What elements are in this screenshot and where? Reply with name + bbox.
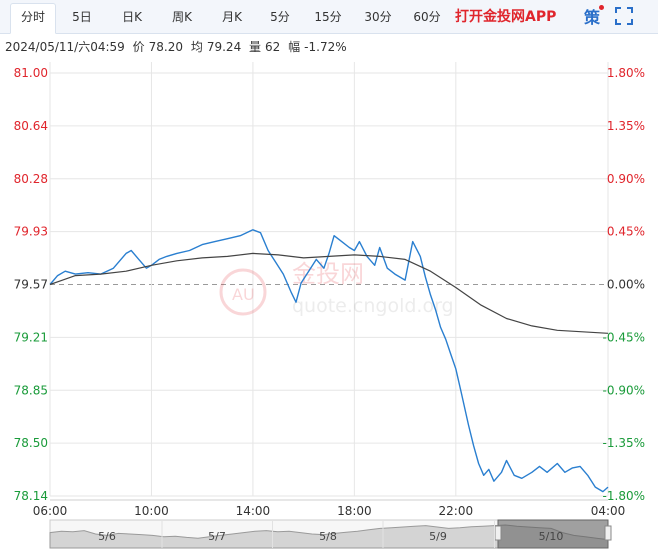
y-tick-left-label: 80.28 [14,172,48,186]
watermark-logo-icon [219,268,267,316]
y-tick-right-label: -0.45% [603,330,645,344]
y-tick-right-label: 1.80% [607,66,645,80]
y-tick-left-label: 78.85 [14,383,48,397]
y-axis-left: 81.00 80.64 80.28 79.93 79.57 79.21 78.85 78.50… [14,66,48,503]
navigator-selection [497,519,609,549]
navigator-date-label: 5/6 [98,530,116,543]
x-tick-label: 18:00 [337,504,372,518]
x-axis: 06:00 10:00 14:00 18:00 22:00 04:00 [33,504,626,518]
y-tick-right-label: -0.90% [603,383,645,397]
y-axis-right: 1.80% 1.35% 0.90% 0.45% 0.00% -0.45% -0.90% -1.… [603,66,645,503]
x-tick-label: 04:00 [591,504,626,518]
x-tick-label: 06:00 [33,504,68,518]
info-change-label: 幅 [288,40,301,54]
x-tick-label: 22:00 [439,504,474,518]
notification-dot [599,5,604,10]
info-price-label: 价 [132,40,145,54]
price-line [49,229,609,493]
tab-15min[interactable]: 15分 [314,10,342,24]
y-tick-right-label: 0.00% [607,278,645,292]
y-tick-right-label: 0.90% [607,172,645,186]
y-tick-left-label: 80.64 [14,119,48,133]
period-tab-bar: 分时 5日 日K 周K 月K 5分 15分 30分 60分 打开金投网APP 策 [0,0,658,34]
info-avg-label: 均 [190,40,203,54]
x-tick-label: 10:00 [134,504,169,518]
navigator-date-label: 5/9 [429,530,447,543]
chart-grid [49,62,609,501]
tab-60min[interactable]: 60分 [413,10,441,24]
info-datetime: 2024/05/11/六04:59 [5,40,125,54]
tab-5day[interactable]: 5日 [72,10,92,24]
y-tick-right-label: 1.35% [607,119,645,133]
tab-30min[interactable]: 30分 [364,10,392,24]
y-tick-left-label: 78.14 [14,489,48,503]
info-volume-label: 量 [249,40,262,54]
navigator-left-handle [494,525,502,541]
info-price: 78.20 [148,40,183,54]
y-tick-left-label: 79.93 [14,225,48,239]
watermark-brand: 金投网 [292,260,364,288]
tab-monthly-k[interactable]: 月K [222,10,242,24]
open-app-link[interactable]: 打开金投网APP [455,9,557,25]
y-tick-right-label: 0.45% [607,225,645,239]
y-tick-left-label: 79.57 [14,278,48,292]
series-layer [49,229,609,493]
y-tick-left-label: 78.50 [14,436,48,450]
fullscreen-icon[interactable] [615,7,633,25]
watermark: AU 金投网 quote.cngold.org [219,260,454,317]
info-volume: 62 [265,40,281,54]
tab-5min[interactable]: 5分 [270,10,290,24]
watermark-url: quote.cngold.org [292,295,454,317]
average-line [49,252,609,334]
tab-intraday[interactable]: 分时 [10,3,56,34]
x-tick-label: 14:00 [236,504,271,518]
y-tick-right-label: -1.80% [603,489,645,503]
navigator-date-label: 5/8 [319,530,337,543]
info-avg: 79.24 [206,40,242,54]
time-navigator[interactable]: 5/6 5/7 5/8 5/9 5/10 [49,519,612,549]
info-change: -1.72% [304,40,347,54]
navigator-right-handle [604,525,612,541]
y-tick-left-label: 79.21 [14,330,48,344]
navigator-date-label: 5/7 [208,530,226,543]
navigator-date-label: 5/10 [539,530,564,543]
tab-daily-k[interactable]: 日K [122,10,142,24]
quote-info-line: 2024/05/11/六04:59 价 78.20 均 79.24 量 62 幅 -1.… [5,38,351,55]
watermark-logo-text: AU [232,285,255,304]
tab-weekly-k[interactable]: 周K [172,10,192,24]
y-tick-right-label: -1.35% [603,436,645,450]
y-tick-left-label: 81.00 [14,66,48,80]
strategy-button[interactable]: 策 [584,8,601,27]
